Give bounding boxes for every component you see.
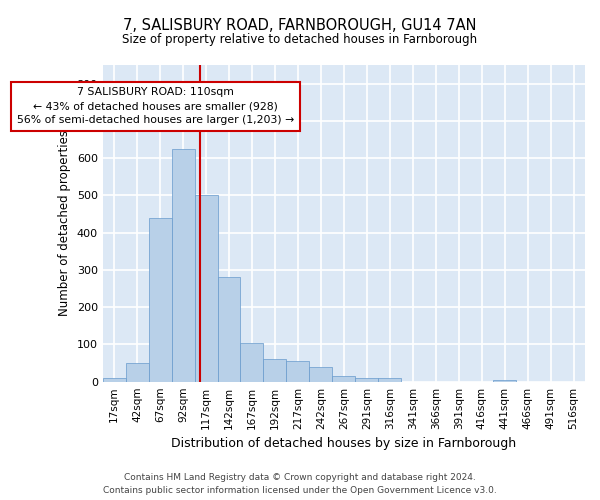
Y-axis label: Number of detached properties: Number of detached properties [58,130,71,316]
X-axis label: Distribution of detached houses by size in Farnborough: Distribution of detached houses by size … [171,437,517,450]
Bar [194,196,218,382]
Bar [218,278,241,382]
Text: 7, SALISBURY ROAD, FARNBOROUGH, GU14 7AN: 7, SALISBURY ROAD, FARNBOROUGH, GU14 7AN [123,18,477,32]
Bar [332,376,355,382]
Bar [263,360,286,382]
Text: Size of property relative to detached houses in Farnborough: Size of property relative to detached ho… [122,32,478,46]
Bar [103,378,125,382]
Bar [125,363,149,382]
Bar [286,361,310,382]
Bar [241,342,263,382]
Text: Contains HM Land Registry data © Crown copyright and database right 2024.
Contai: Contains HM Land Registry data © Crown c… [103,474,497,495]
Bar [310,367,332,382]
Text: 7 SALISBURY ROAD: 110sqm
← 43% of detached houses are smaller (928)
56% of semi-: 7 SALISBURY ROAD: 110sqm ← 43% of detach… [17,88,294,126]
Bar [493,380,516,382]
Bar [149,218,172,382]
Bar [378,378,401,382]
Bar [172,149,194,382]
Bar [355,378,378,382]
